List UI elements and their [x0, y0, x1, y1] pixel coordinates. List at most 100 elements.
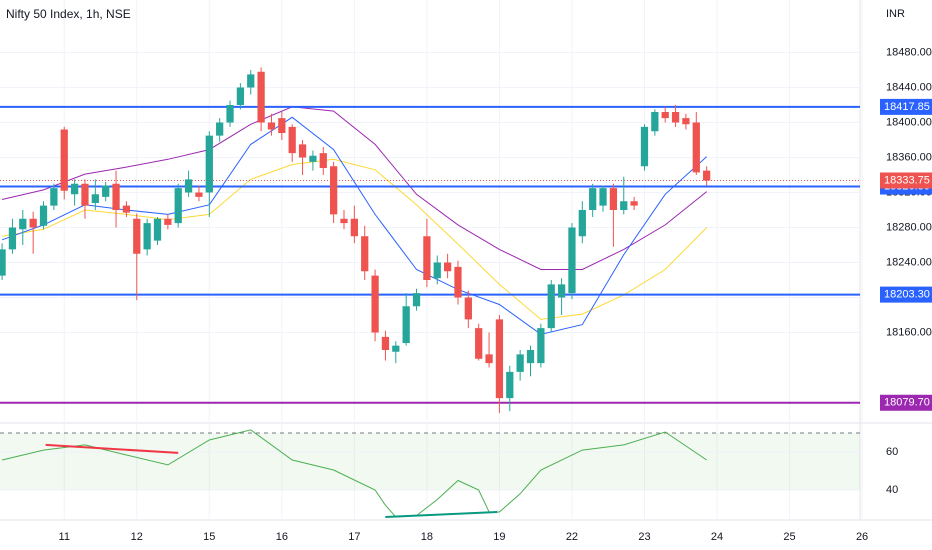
x-tick-label: 15	[203, 531, 215, 543]
candle-body	[412, 293, 421, 307]
candle-body	[319, 153, 327, 168]
candle-body	[298, 144, 307, 158]
candle-body	[485, 354, 493, 364]
candle-body	[526, 350, 535, 364]
y-tick-label: 18280.00	[886, 221, 932, 233]
candle-body	[0, 249, 6, 276]
rsi-tick-label: 40	[886, 484, 898, 496]
last-price-tag	[880, 172, 932, 189]
candle-body	[70, 183, 79, 195]
candle-body	[102, 185, 110, 197]
candle-body	[475, 328, 483, 359]
candle-body	[682, 118, 690, 125]
candle-body	[19, 218, 27, 230]
x-tick-label: 24	[711, 531, 723, 543]
y-tick-label: 18440.00	[886, 81, 932, 93]
candle-body	[112, 183, 120, 210]
candle-body	[247, 74, 255, 88]
candle-body	[81, 183, 89, 206]
moving-average	[1, 106, 708, 270]
candle-body	[609, 188, 618, 210]
rsi-trendline	[385, 511, 498, 518]
y-tick-label: 18480.00	[886, 46, 932, 58]
x-tick-label: 23	[638, 531, 650, 543]
candle-body	[330, 166, 338, 215]
candle-body	[288, 126, 296, 154]
candle-body	[267, 122, 276, 130]
x-tick-label: 22	[566, 531, 578, 543]
candle-body	[143, 223, 151, 250]
candle-body	[371, 275, 379, 333]
candle-body	[464, 297, 472, 320]
axis: 11121516171819222324252618160.0018200.00…	[59, 46, 932, 543]
candle-body	[692, 122, 700, 173]
candle-body	[195, 192, 203, 197]
candle-body	[174, 188, 182, 224]
candle-body	[392, 345, 400, 352]
grid	[0, 0, 863, 520]
candle-body	[361, 236, 369, 272]
candle-body	[381, 336, 390, 350]
candle-body	[589, 188, 597, 210]
x-tick-label: 25	[783, 531, 795, 543]
y-tick-label: 18240.00	[886, 256, 932, 268]
x-tick-label: 16	[276, 531, 288, 543]
candle-body	[454, 266, 462, 298]
candle-body	[557, 284, 566, 298]
candle-body	[547, 284, 555, 329]
candle-body	[630, 201, 638, 206]
candle-body	[516, 354, 524, 372]
x-tick-label: 11	[59, 531, 70, 543]
x-tick-label: 26	[856, 531, 868, 543]
candle-body	[8, 227, 17, 250]
rsi-trendline	[45, 443, 179, 454]
candle-body	[205, 135, 213, 193]
level-tag	[880, 98, 932, 115]
x-tick-label: 18	[421, 531, 433, 543]
candle-body	[226, 105, 234, 123]
candle-body	[671, 112, 680, 123]
rsi-tick-label: 60	[886, 446, 898, 458]
level-label: 18417.85	[884, 101, 930, 113]
candle-body	[309, 155, 317, 162]
chart-title: Nifty 50 Index, 1h, NSE	[6, 7, 131, 21]
candle-body	[278, 118, 286, 133]
x-tick-label: 19	[493, 531, 505, 543]
candle-body	[184, 179, 193, 193]
candle-body	[153, 218, 162, 241]
candle-body	[599, 188, 607, 206]
candle-body	[568, 227, 576, 294]
candle-body	[640, 126, 649, 167]
level-label: 18079.70	[884, 397, 930, 409]
candle-body	[164, 218, 172, 225]
candle-body	[133, 218, 141, 254]
candle-body	[60, 129, 68, 191]
candle-body	[423, 236, 431, 280]
candle-body	[578, 210, 586, 237]
candle-body	[216, 122, 224, 136]
candle-body	[506, 371, 514, 399]
x-tick-label: 12	[131, 531, 143, 543]
candle-body	[91, 194, 99, 203]
candle-body	[350, 218, 358, 237]
candle-body	[122, 205, 131, 213]
candle-body	[402, 306, 410, 343]
candle-body	[443, 262, 452, 272]
candle-body	[661, 112, 669, 119]
currency-label: INR	[886, 8, 905, 20]
candle-body	[340, 218, 348, 224]
rsi-band-fill	[0, 432, 860, 490]
candle-body	[257, 71, 265, 123]
level-label: 18203.30	[884, 289, 930, 301]
candle-body	[50, 188, 58, 206]
plot	[0, 67, 860, 518]
y-tick-label: 18160.00	[886, 326, 932, 338]
candle-body	[703, 170, 711, 181]
last-price-label: 18333.75	[884, 174, 930, 186]
candle-body	[236, 87, 245, 105]
moving-average	[2, 158, 708, 320]
y-tick-label: 18400.00	[886, 116, 932, 128]
level-tag	[880, 286, 932, 303]
